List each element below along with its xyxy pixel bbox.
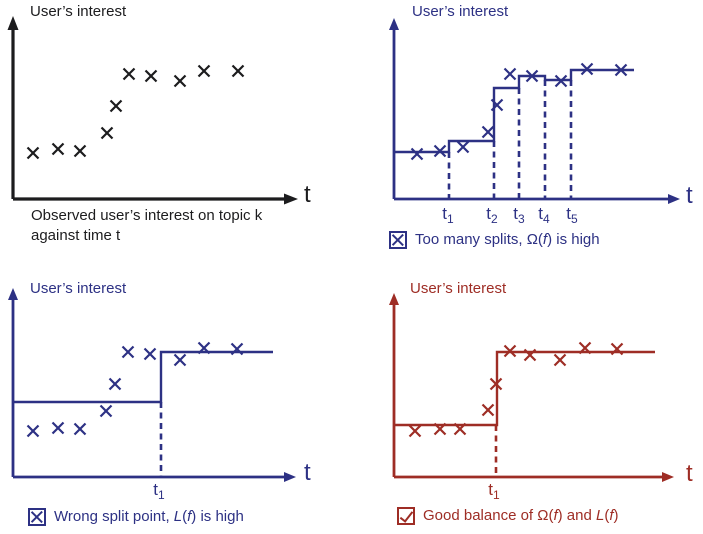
axes xyxy=(8,288,296,482)
check-box-icon xyxy=(397,507,415,525)
svg-text:t1: t1 xyxy=(442,204,454,226)
caption: Too many splits, Ω(f) is high xyxy=(389,230,600,250)
caption: Wrong split point, L(f) is high xyxy=(28,507,244,527)
panel-too-many-splits: User’s interest t1 t2 t3 t4 t5 t Too many sp… xyxy=(352,0,703,267)
x-axis-title: t xyxy=(686,182,693,209)
axes xyxy=(7,16,298,205)
panel-observed-data: User’s interest t Observed user’s intere… xyxy=(0,0,352,267)
caption-text: Observed user’s interest on topic k again… xyxy=(31,207,263,244)
y-axis-title: User’s interest xyxy=(30,3,127,20)
step-function xyxy=(394,68,634,154)
panel-wrong-split-point: User’s interest t1 t Wrong split point, … xyxy=(0,267,352,534)
data-points xyxy=(408,341,624,438)
plot-canvas: t1 xyxy=(389,293,674,502)
svg-text:t2: t2 xyxy=(486,204,498,226)
axes xyxy=(389,18,680,204)
tick-labels: t1 xyxy=(488,480,500,502)
x-axis-title: t xyxy=(304,181,311,208)
svg-text:t4: t4 xyxy=(538,204,550,226)
x-box-icon xyxy=(389,231,407,249)
y-axis-title: User’s interest xyxy=(410,280,507,297)
plot-canvas: t1 t2 t3 t4 t5 xyxy=(389,18,680,226)
caption-text: Good balance of Ω(f) and L(f) xyxy=(423,507,619,524)
caption: Observed user’s interest on topic k again… xyxy=(31,206,262,246)
axes xyxy=(389,293,674,482)
y-axis-title: User’s interest xyxy=(30,280,127,297)
svg-text:t1: t1 xyxy=(488,480,500,502)
tick-labels: t1 t2 t3 t4 t5 xyxy=(442,204,578,226)
panel-good-balance: User’s interest t1 t Good balance of Ω(f… xyxy=(352,267,703,534)
data-points xyxy=(410,62,628,161)
step-function xyxy=(13,350,273,404)
plot-canvas: t1 xyxy=(8,288,296,502)
plot-canvas xyxy=(7,16,298,205)
svg-text:t5: t5 xyxy=(566,204,578,226)
svg-text:t1: t1 xyxy=(153,480,165,502)
split-lines xyxy=(447,80,573,199)
data-points xyxy=(26,341,244,438)
x-box-icon xyxy=(28,508,46,526)
tick-labels: t1 xyxy=(153,480,165,502)
caption: Good balance of Ω(f) and L(f) xyxy=(397,506,619,526)
x-axis-title: t xyxy=(304,459,311,486)
svg-text:t3: t3 xyxy=(513,204,525,226)
caption-text: Wrong split point, L(f) is high xyxy=(54,508,244,525)
caption-text: Too many splits, Ω(f) is high xyxy=(415,231,600,248)
step-function xyxy=(394,350,655,427)
y-axis-title: User’s interest xyxy=(412,3,509,20)
x-axis-title: t xyxy=(686,460,693,487)
data-points xyxy=(26,64,245,160)
